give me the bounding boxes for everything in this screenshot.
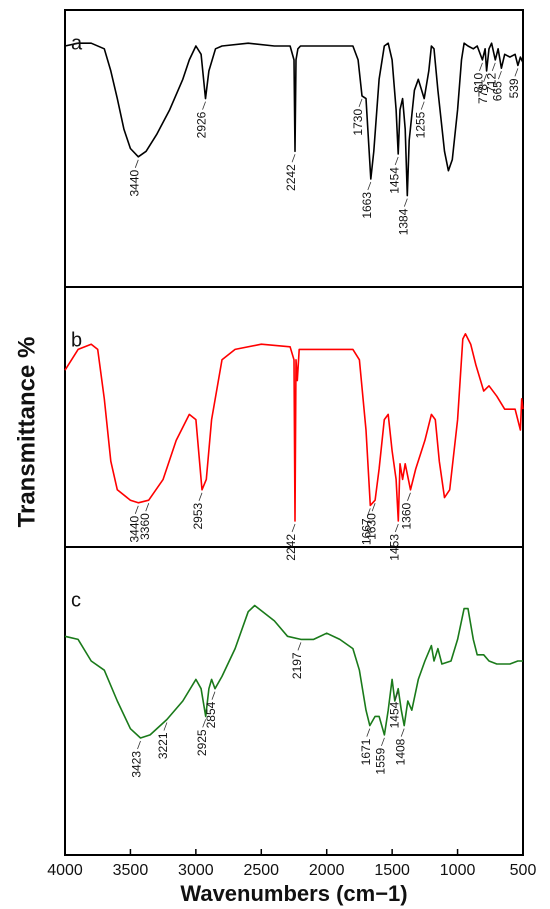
- peak-leader: [407, 492, 411, 501]
- peak-label: 2953: [191, 502, 205, 529]
- peak-leader: [403, 198, 408, 207]
- peak-leader: [163, 722, 168, 731]
- peak-leader: [202, 101, 206, 110]
- panel-label: b: [71, 329, 82, 351]
- peak-label: 3440: [127, 169, 141, 196]
- peak-leader: [145, 503, 150, 512]
- peak-label: 2925: [195, 729, 209, 756]
- peak-label: 2854: [204, 701, 218, 728]
- peak-leader: [366, 728, 371, 737]
- plot-frame: [64, 9, 524, 856]
- peak-label: 1384: [396, 208, 410, 235]
- x-tick-label: 2500: [243, 862, 279, 879]
- peak-label: 2197: [290, 652, 304, 679]
- peak-leader: [366, 508, 371, 517]
- peak-leader: [291, 523, 296, 533]
- peak-leader: [498, 71, 502, 80]
- peak-label: 1454: [387, 167, 401, 194]
- peak-leader: [483, 73, 487, 83]
- peak-label: 2242: [284, 164, 298, 191]
- spectrum-line: [64, 604, 523, 739]
- peak-label: 2926: [195, 111, 209, 138]
- peak-leader: [514, 68, 519, 77]
- peak-leader: [291, 154, 296, 163]
- peak-label: 712: [484, 73, 498, 93]
- x-tick-label: 2000: [309, 862, 345, 879]
- peak-label: 1454: [387, 701, 401, 728]
- peak-label: 1663: [360, 192, 374, 219]
- peak-label: 665: [491, 81, 505, 101]
- peak-leader: [134, 505, 139, 514]
- x-tick-label: 1000: [440, 862, 476, 879]
- x-tick-label: 3000: [178, 862, 214, 879]
- x-tick-label: 4000: [47, 862, 83, 879]
- peak-leader: [211, 691, 216, 700]
- x-axis-label: Wavenumbers (cm−1): [180, 881, 407, 906]
- peak-label: 3440: [127, 515, 141, 542]
- peak-label: 1453: [387, 534, 401, 561]
- peak-leader: [479, 62, 483, 72]
- panel-label: a: [71, 32, 83, 54]
- x-tick-label: 1500: [374, 862, 410, 879]
- x-tick-label: 500: [510, 862, 537, 879]
- peak-label: 810: [472, 73, 486, 93]
- peak-leader: [137, 740, 141, 750]
- peak-label: 1255: [413, 111, 427, 138]
- x-tick-label: 3500: [113, 862, 149, 879]
- peak-leader: [371, 503, 376, 512]
- peak-leader: [367, 181, 372, 191]
- peak-label: 1630: [364, 513, 378, 540]
- peak-label: 3221: [156, 732, 170, 759]
- peak-leader: [134, 159, 139, 168]
- peak-leader: [400, 728, 405, 737]
- peak-label: 1360: [400, 502, 414, 529]
- peak-label: 539: [507, 78, 521, 98]
- peak-label: 1559: [374, 748, 388, 775]
- peak-label: 1730: [351, 109, 365, 136]
- peak-label: 1408: [393, 738, 407, 765]
- peak-label: 778: [476, 84, 490, 104]
- peak-label: 1671: [359, 738, 373, 765]
- spectrum-line: [64, 333, 524, 522]
- peak-leader: [202, 719, 207, 728]
- peak-leader: [381, 737, 385, 747]
- peak-label: 2242: [284, 534, 298, 561]
- peak-leader: [394, 523, 399, 533]
- peak-label: 1667: [359, 518, 373, 545]
- peak-leader: [198, 492, 203, 501]
- peak-leader: [358, 98, 363, 108]
- peak-leader: [394, 156, 399, 166]
- peak-leader: [297, 642, 302, 651]
- peak-leader: [491, 62, 496, 72]
- peak-label: 3360: [138, 513, 152, 540]
- peak-leader: [394, 691, 399, 700]
- y-axis-label: Transmittance %: [13, 337, 40, 528]
- spectrum-line: [64, 42, 524, 197]
- peak-label: 3423: [130, 751, 144, 778]
- peak-leader: [420, 101, 425, 110]
- panel-label: c: [71, 589, 81, 611]
